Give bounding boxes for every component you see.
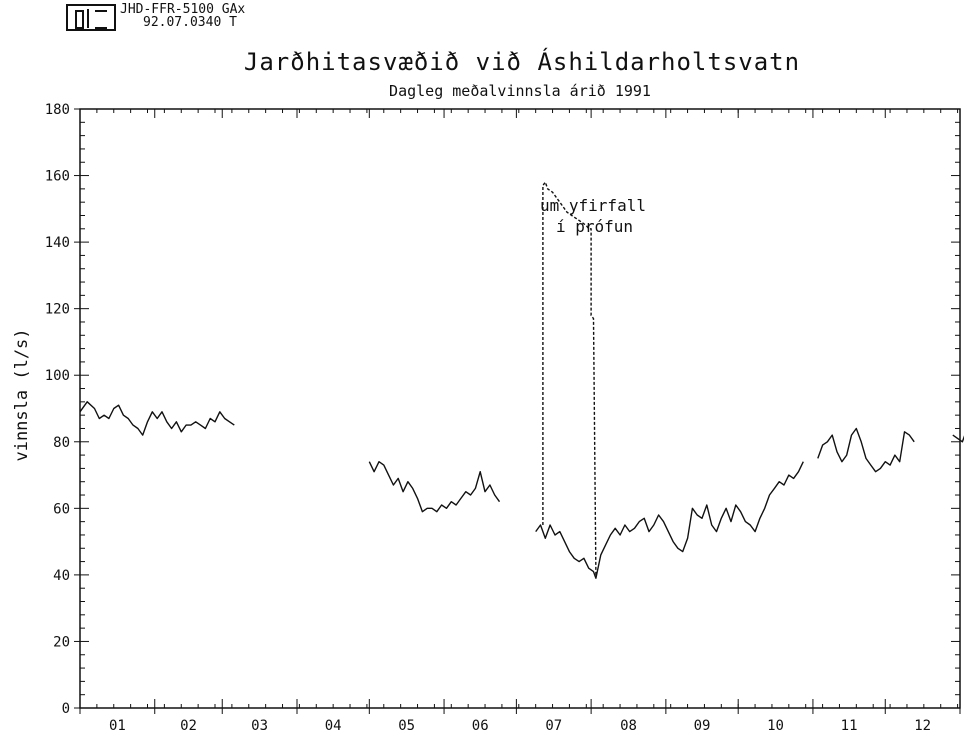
document-date: 92.07.0340 T [143, 15, 237, 30]
y-tick-label: 80 [53, 435, 70, 451]
y-tick-label: 160 [45, 169, 70, 185]
chart-subtitle: Dagleg meðalvinnsla árið 1991 [389, 82, 651, 100]
x-tick-label: 01 [109, 718, 126, 734]
y-tick-label: 0 [62, 701, 70, 717]
y-tick-label: 140 [45, 235, 70, 251]
production-line [952, 434, 964, 443]
x-tick-label: 06 [472, 718, 489, 734]
x-tick-label: 11 [841, 718, 858, 734]
overflow-test-line [542, 181, 597, 575]
production-line [368, 461, 501, 513]
chart-title: Jarðhitasvæðið við Áshildarholtsvatn [244, 47, 800, 76]
production-line [535, 461, 804, 579]
axis-ticks [74, 108, 961, 714]
y-tick-label: 120 [45, 302, 70, 318]
production-line [817, 427, 915, 473]
document-code: JHD-FFR-5100 GAx [120, 2, 246, 17]
y-tick-label: 180 [45, 102, 70, 118]
x-tick-label: 10 [767, 718, 784, 734]
x-tick-label: 03 [251, 718, 268, 734]
y-tick-label: 40 [53, 568, 70, 584]
data-series [79, 181, 964, 579]
annotation-line-2: í prófun [556, 217, 633, 236]
x-tick-label: 12 [914, 718, 931, 734]
plot-frame [79, 108, 961, 709]
institution-logo [66, 4, 116, 31]
x-tick-labels: 01 02 03 04 05 06 07 08 09 10 11 12 [109, 718, 931, 734]
production-line [79, 401, 235, 436]
y-tick-label: 100 [45, 368, 70, 384]
y-tick-labels: 0 20 40 60 80 100 120 140 160 180 [45, 102, 70, 717]
y-axis-label: vinnsla (l/s) [12, 328, 32, 461]
x-tick-label: 09 [694, 718, 711, 734]
y-tick-label: 20 [53, 634, 70, 650]
annotation-line-1: um yfirfall [540, 196, 646, 215]
x-tick-label: 07 [545, 718, 562, 734]
x-tick-label: 02 [180, 718, 197, 734]
x-tick-label: 08 [620, 718, 637, 734]
y-tick-label: 60 [53, 501, 70, 517]
x-tick-label: 04 [325, 718, 342, 734]
x-tick-label: 05 [398, 718, 415, 734]
